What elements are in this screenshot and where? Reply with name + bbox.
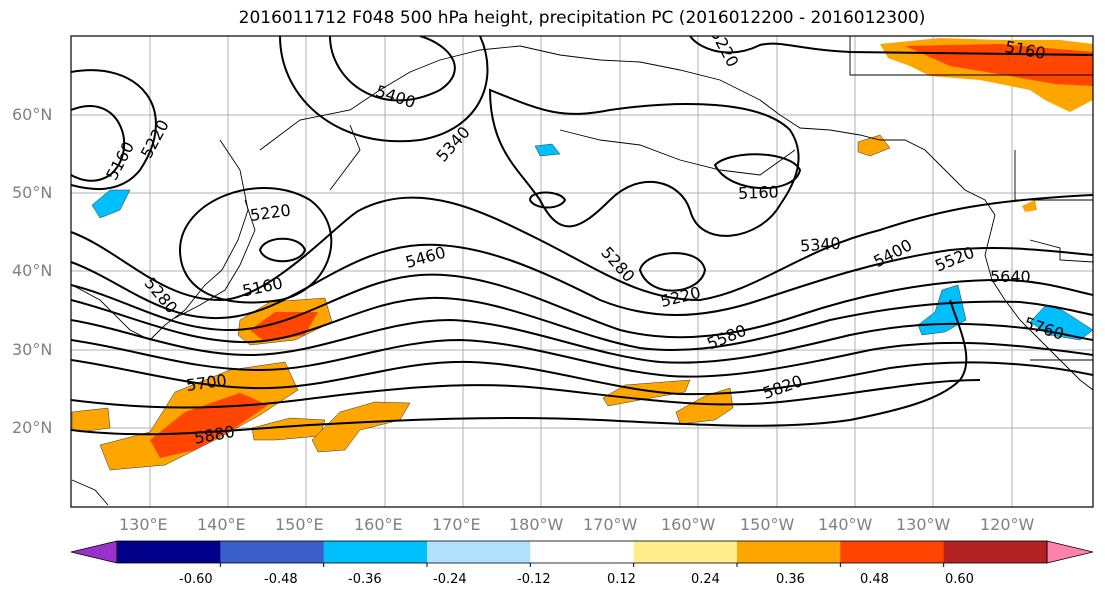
lon-label: 150°W: [740, 515, 795, 534]
colorbar-tick-label: 0.60: [945, 572, 974, 587]
colorbar-bin: [117, 541, 221, 563]
lon-label: 160°W: [661, 515, 716, 534]
colorbar-bin: [323, 541, 428, 563]
colorbar-tick-label: -0.24: [433, 572, 467, 587]
contour-label: 5400: [373, 81, 418, 112]
colorbar-bin: [530, 541, 635, 563]
contour-label: 5220: [137, 117, 173, 162]
lon-label: 130°E: [119, 515, 168, 534]
colorbar-tick-label: 0.24: [691, 572, 720, 587]
contour-label: 5340: [799, 234, 841, 256]
contour-label: 5160: [738, 182, 779, 202]
contour-label: 5400: [870, 235, 915, 271]
colorbar-tick-label: -0.36: [348, 572, 382, 587]
colorbar-bin: [427, 541, 531, 563]
height-contours: [71, 36, 1093, 436]
colorbar-tick-label: 0.36: [776, 572, 805, 587]
lat-label: 50°N: [12, 183, 53, 202]
lon-label: 140°W: [818, 515, 873, 534]
lon-label: 120°W: [980, 515, 1035, 534]
colorbar: [70, 540, 1094, 567]
contour-label: 5220: [658, 283, 702, 311]
lon-label: 160°E: [354, 515, 403, 534]
lon-label: 170°W: [583, 515, 638, 534]
colorbar-bin: [840, 541, 945, 563]
contour-label: 5580: [704, 321, 749, 354]
colorbar-tick-label: 0.12: [607, 572, 636, 587]
colorbar-bin: [220, 541, 325, 563]
contour-label: 5220: [249, 200, 292, 224]
map-title: 2016011712 F048 500 hPa height, precipit…: [238, 8, 926, 28]
contour-label: 5340: [432, 123, 473, 166]
contour-label: 5220: [707, 25, 743, 70]
precip-negative-areas: [91, 143, 1093, 341]
map-frame: [70, 35, 1094, 508]
lat-label: 60°N: [12, 105, 53, 124]
colorbar-bin: [633, 541, 738, 563]
colorbar-bin: [943, 541, 1048, 563]
lon-label: 170°E: [432, 515, 481, 534]
contour-label: 5820: [760, 371, 805, 403]
contour-label: 5160: [241, 273, 285, 300]
lat-label: 30°N: [12, 340, 53, 359]
colorbar-bin: [737, 541, 841, 563]
lon-label: 140°E: [197, 515, 246, 534]
lat-label: 40°N: [12, 261, 53, 280]
colorbar-tick-label: -0.48: [264, 572, 298, 587]
colorbar-tick-label: -0.60: [179, 572, 213, 587]
colorbar-tick-label: -0.12: [517, 572, 551, 587]
lon-label: 150°E: [275, 515, 324, 534]
lon-label: 130°W: [896, 515, 951, 534]
colorbar-tick-label: 0.48: [860, 572, 889, 587]
lon-label: 180°W: [509, 515, 564, 534]
lat-label: 20°N: [12, 418, 53, 437]
contour-label: 5640: [990, 267, 1031, 286]
